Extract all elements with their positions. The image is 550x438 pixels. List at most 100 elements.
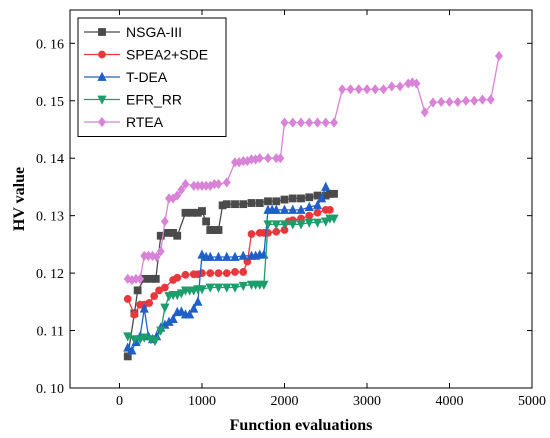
series-efr-rr-point [156,326,166,336]
series-spea2-sde-point [150,292,159,300]
series-efr-rr-point [139,333,149,343]
series-nsga-iii-point [255,199,264,207]
series-efr-rr-point [296,220,306,230]
series-t-dea-point [230,251,240,261]
legend-label: SPEA2+SDE [126,47,208,63]
series-nsga-iii-point [247,199,256,207]
series-rtea-point [313,117,322,128]
series-spea2-sde-point [173,273,182,282]
series-efr-rr-point [123,332,133,342]
series-rtea-point [330,117,338,128]
series-rtea-point [429,97,437,108]
series-spea2-sde-point [243,257,252,266]
series-rtea-point [280,117,289,128]
legend-marker [97,95,107,105]
series-rtea-point [371,84,380,95]
y-tick-label: 0. 16 [36,37,64,52]
legend-label: RTEA [126,114,164,130]
legend: NSGA-III SPEA2+SDE T-DEA EFR_RR RTEA [77,17,227,137]
series-efr-rr-point [205,283,215,293]
y-tick-label: 0. 11 [37,325,64,340]
series-spea2-sde-point [313,208,322,217]
series-t-dea-point [222,251,232,261]
series-spea2-sde-point [160,283,169,292]
series-efr-rr [123,214,339,347]
legend-label: T-DEA [126,69,168,85]
series-nsga-iii-point [123,352,132,361]
series-t-dea-point [205,251,215,261]
legend-marker [98,28,106,36]
legend-item-t-dea: T-DEA [84,69,168,85]
series-nsga-iii-point [288,194,297,203]
y-tick-label: 0. 12 [36,267,64,282]
series-spea2-sde-point [123,295,132,303]
series-rtea-point [156,246,165,257]
series-nsga-iii-point [198,207,206,215]
legend-marker [97,71,107,81]
y-tick-label: 0. 13 [36,210,64,225]
series-efr-rr-point [279,220,290,230]
series-rtea-point [396,81,404,92]
series-rtea-point [160,216,169,227]
series-t-dea-point [271,204,281,214]
series-t-dea-point [279,204,290,214]
series-rtea-point [346,84,355,95]
series-spea2-sde-point [181,270,190,279]
series-rtea-point [387,81,396,92]
series-rtea-point [420,107,429,118]
series-rtea-point [136,273,145,284]
series-rtea-point [354,84,363,95]
series-nsga-iii-point [272,197,281,206]
series-nsga-iii-point [239,200,248,209]
series-nsga-iii-point [330,189,338,198]
series-nsga-iii-point [181,208,190,217]
series-t-dea-point [238,250,248,260]
x-tick-label: 4000 [436,394,464,409]
series-rtea-point [445,96,454,108]
series-nsga-iii-point [264,197,272,206]
series-nsga-iii-point [297,194,305,203]
x-tick-label: 3000 [353,394,381,409]
series-nsga-iii-point [231,200,239,209]
series-t-dea-point [312,200,323,210]
x-tick-label: 0 [116,394,123,409]
legend-item-rtea: RTEA [84,114,164,130]
series-layer [123,50,503,361]
series-efr-rr-point [197,285,207,295]
series-efr-rr-point [263,220,273,230]
series-rtea-point [495,50,503,62]
series-t-dea [123,181,331,355]
series-efr-rr-point [129,335,139,345]
legend-item-spea2-sde: SPEA2+SDE [84,47,208,63]
series-nsga-iii-point [214,226,223,234]
series-t-dea-point [213,251,224,261]
series-rtea-point [305,117,314,128]
series-efr-rr-point [312,218,323,228]
axes: 0 1000 2000 3000 4000 5000 0. 10 0. 11 0. 12 0. 1… [36,9,546,409]
series-t-dea-point [139,303,149,313]
x-tick-label: 1000 [188,394,216,409]
series-spea2-sde-point [231,268,239,276]
series-nsga-iii-point [222,200,231,209]
series-efr-rr-point [329,214,339,224]
series-spea2-sde-point [222,269,231,278]
series-efr-rr-point [230,283,240,293]
series-efr-rr-point [271,220,281,230]
series-rtea-point [363,84,371,95]
series-spea2-sde-point [198,269,206,278]
series-t-dea-point [304,201,314,211]
series-t-dea-point [189,303,199,313]
series-spea2-sde-point [206,269,215,278]
series-efr-rr-point [321,217,331,227]
series-rtea-point [152,251,161,263]
series-rtea-point [412,78,421,89]
series-rtea-point [276,153,285,164]
series-nsga-iii-point [280,195,289,204]
series-spea2-sde-point [214,269,223,278]
series-t-dea-point [296,204,306,214]
y-tick-label: 0. 14 [36,152,64,167]
series-efr-rr-point [213,283,224,293]
series-rtea-point [288,117,297,128]
series-nsga-iii-point [151,274,160,283]
